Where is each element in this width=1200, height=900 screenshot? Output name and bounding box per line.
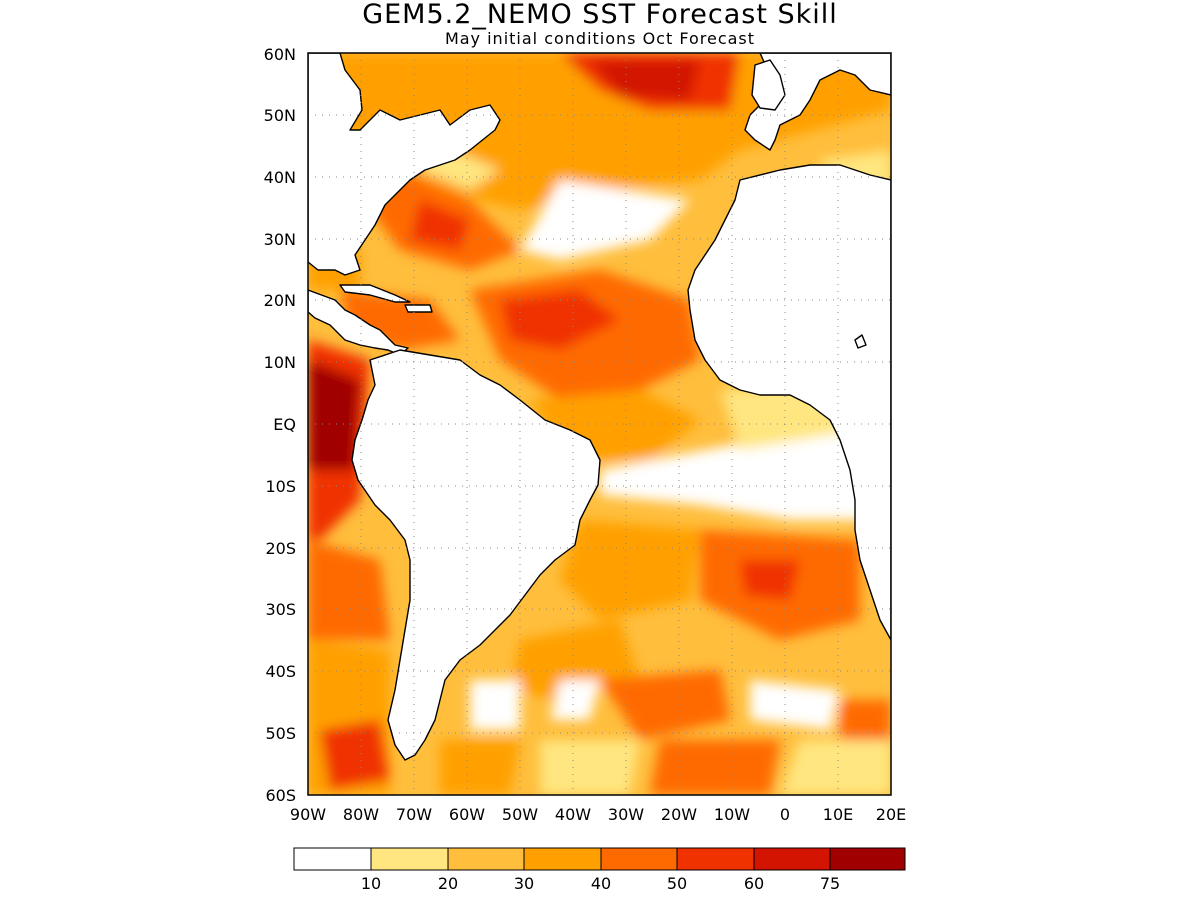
lon-axis: 90W 80W 70W 60W 50W 40W 30W 20W 10W 0 10… xyxy=(290,805,906,824)
lat-label: 50N xyxy=(264,106,296,125)
lon-label: 80W xyxy=(343,805,379,824)
lat-label: 40S xyxy=(265,662,296,681)
lon-label: 90W xyxy=(290,805,326,824)
lon-label: 50W xyxy=(502,805,538,824)
lat-label: 10S xyxy=(265,477,296,496)
lon-label: 0 xyxy=(780,805,790,824)
colorbar: 10 20 30 40 50 60 75 xyxy=(293,847,906,893)
lon-label: 20W xyxy=(661,805,697,824)
lat-label: 10N xyxy=(264,353,296,372)
colorbar-swatch xyxy=(753,847,831,871)
map-frame xyxy=(307,52,892,796)
lon-label: 10E xyxy=(823,805,853,824)
gridlines xyxy=(308,53,891,795)
lat-label: 60N xyxy=(264,45,296,64)
lat-label: 30S xyxy=(265,600,296,619)
lon-label: 30W xyxy=(608,805,644,824)
lat-label: 30N xyxy=(264,230,296,249)
colorbar-swatch xyxy=(447,847,525,871)
lat-label: 40N xyxy=(264,168,296,187)
lat-label: EQ xyxy=(273,415,296,434)
lon-label: 40W xyxy=(555,805,591,824)
map-subtitle: May initial conditions Oct Forecast xyxy=(444,29,756,48)
colorbar-label: 20 xyxy=(438,874,458,893)
lat-label: 50S xyxy=(265,724,296,743)
colorbar-label: 30 xyxy=(514,874,534,893)
colorbar-label: 75 xyxy=(820,874,840,893)
lat-axis: 60N 50N 40N 30N 20N 10N EQ 10S 20S 30S 4… xyxy=(264,45,296,805)
colorbar-swatch xyxy=(370,847,449,871)
colorbar-label: 50 xyxy=(667,874,687,893)
lat-label: 20S xyxy=(265,539,296,558)
map-title: GEM5.2_NEMO SST Forecast Skill xyxy=(362,0,838,30)
lon-label: 70W xyxy=(396,805,432,824)
lat-label: 20N xyxy=(264,291,296,310)
lon-label: 20E xyxy=(876,805,906,824)
colorbar-label: 60 xyxy=(744,874,764,893)
colorbar-swatch xyxy=(523,847,602,871)
lon-label: 10W xyxy=(714,805,750,824)
colorbar-swatch xyxy=(600,847,678,871)
colorbar-label: 10 xyxy=(361,874,381,893)
colorbar-swatch xyxy=(829,847,906,871)
lon-label: 60W xyxy=(449,805,485,824)
colorbar-label: 40 xyxy=(591,874,611,893)
colorbar-swatch xyxy=(676,847,755,871)
lat-label: 60S xyxy=(265,786,296,805)
colorbar-swatch xyxy=(293,847,372,871)
